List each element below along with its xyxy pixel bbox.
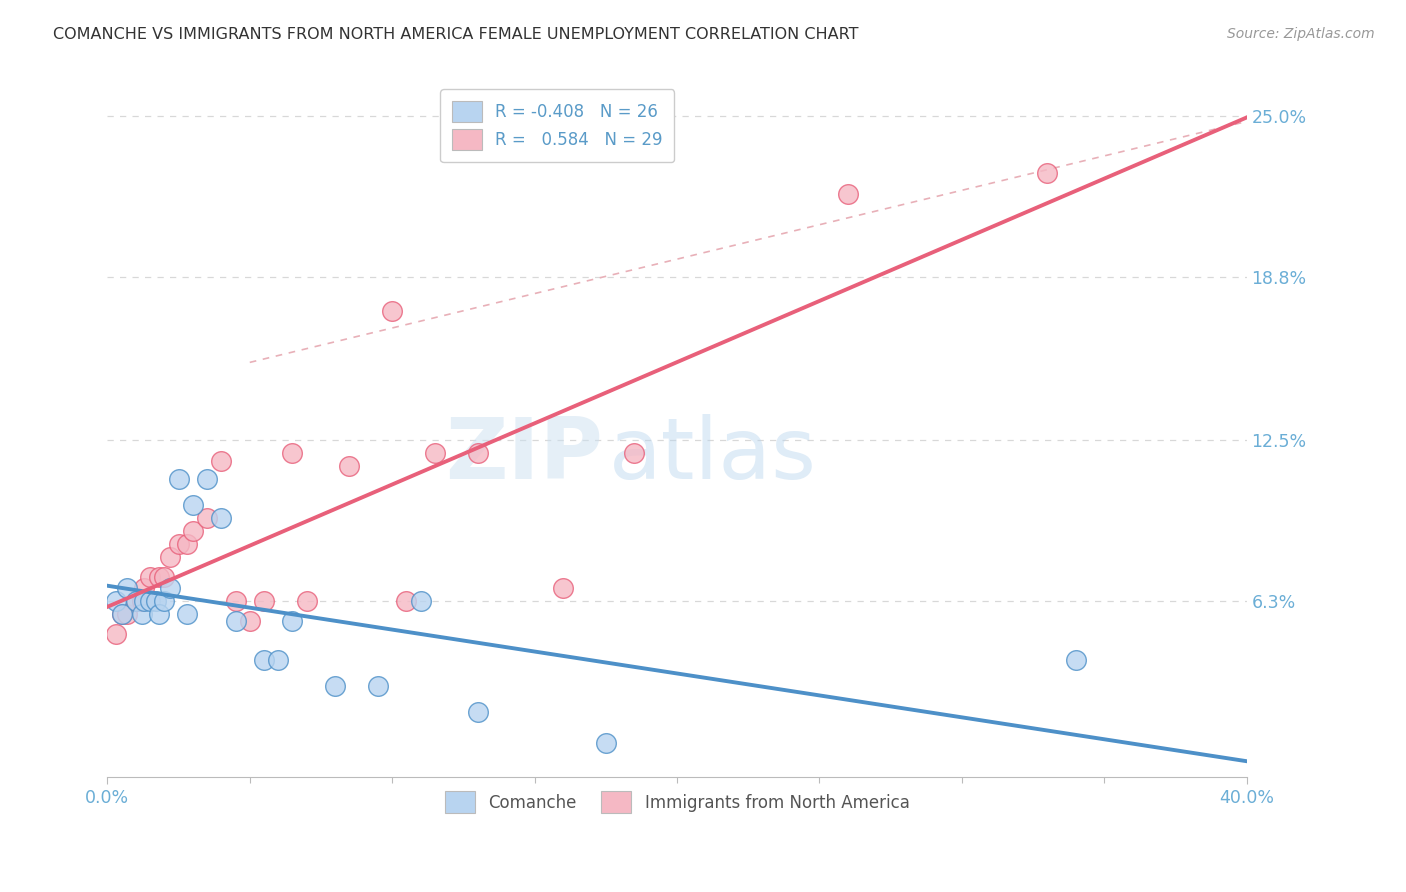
Point bbox=[125, 593, 148, 607]
Point bbox=[148, 570, 170, 584]
Point bbox=[117, 607, 139, 621]
Point bbox=[295, 593, 318, 607]
Point bbox=[131, 593, 153, 607]
Point bbox=[104, 593, 127, 607]
Point bbox=[181, 498, 204, 512]
Point bbox=[409, 593, 432, 607]
Point bbox=[239, 615, 262, 629]
Point bbox=[153, 593, 176, 607]
Point bbox=[159, 581, 181, 595]
Point bbox=[467, 705, 489, 719]
Point bbox=[551, 581, 574, 595]
Point bbox=[134, 593, 156, 607]
Point bbox=[159, 549, 181, 564]
Point bbox=[467, 446, 489, 460]
Point bbox=[267, 653, 290, 667]
Point bbox=[181, 524, 204, 538]
Point bbox=[139, 570, 162, 584]
Point bbox=[339, 458, 361, 473]
Point bbox=[1064, 653, 1087, 667]
Text: atlas: atlas bbox=[609, 414, 817, 497]
Point bbox=[176, 607, 198, 621]
Point bbox=[225, 615, 247, 629]
Point bbox=[209, 454, 232, 468]
Point bbox=[167, 472, 190, 486]
Point bbox=[131, 607, 153, 621]
Point bbox=[117, 581, 139, 595]
Point bbox=[110, 607, 132, 621]
Point bbox=[367, 679, 389, 693]
Point bbox=[195, 472, 218, 486]
Point bbox=[195, 511, 218, 525]
Point bbox=[281, 615, 304, 629]
Point bbox=[145, 593, 167, 607]
Point bbox=[148, 607, 170, 621]
Point bbox=[209, 511, 232, 525]
Text: ZIP: ZIP bbox=[446, 414, 603, 497]
Point bbox=[423, 446, 446, 460]
Point bbox=[381, 303, 404, 318]
Text: Source: ZipAtlas.com: Source: ZipAtlas.com bbox=[1227, 27, 1375, 41]
Point bbox=[253, 653, 276, 667]
Point bbox=[253, 593, 276, 607]
Point bbox=[153, 570, 176, 584]
Point bbox=[595, 736, 617, 750]
Point bbox=[623, 446, 645, 460]
Point bbox=[125, 593, 148, 607]
Legend: Comanche, Immigrants from North America: Comanche, Immigrants from North America bbox=[433, 780, 921, 824]
Point bbox=[323, 679, 346, 693]
Point bbox=[225, 593, 247, 607]
Text: COMANCHE VS IMMIGRANTS FROM NORTH AMERICA FEMALE UNEMPLOYMENT CORRELATION CHART: COMANCHE VS IMMIGRANTS FROM NORTH AMERIC… bbox=[53, 27, 859, 42]
Point bbox=[110, 607, 132, 621]
Point bbox=[167, 537, 190, 551]
Point bbox=[395, 593, 418, 607]
Point bbox=[281, 446, 304, 460]
Point bbox=[139, 593, 162, 607]
Point bbox=[176, 537, 198, 551]
Point bbox=[104, 627, 127, 641]
Point bbox=[134, 581, 156, 595]
Point bbox=[1036, 166, 1059, 180]
Point bbox=[837, 187, 859, 202]
